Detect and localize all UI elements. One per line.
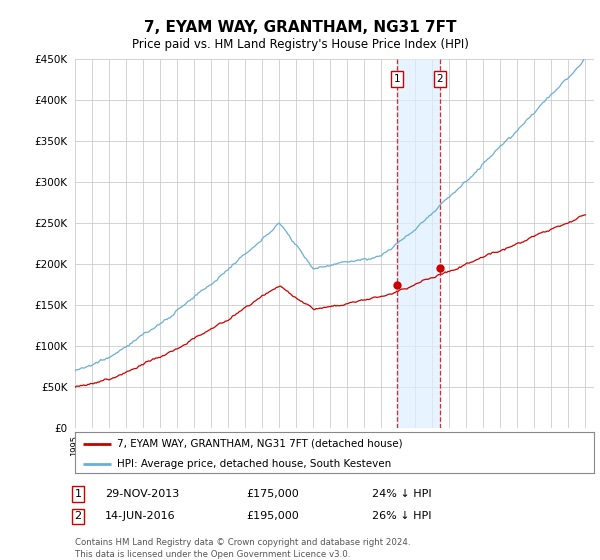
Text: £175,000: £175,000: [246, 489, 299, 499]
Text: 26% ↓ HPI: 26% ↓ HPI: [372, 511, 431, 521]
Text: 24% ↓ HPI: 24% ↓ HPI: [372, 489, 431, 499]
Text: £195,000: £195,000: [246, 511, 299, 521]
Bar: [397, 59, 440, 428]
Text: HPI: Average price, detached house, South Kesteven: HPI: Average price, detached house, Sout…: [116, 459, 391, 469]
Text: 7, EYAM WAY, GRANTHAM, NG31 7FT (detached house): 7, EYAM WAY, GRANTHAM, NG31 7FT (detache…: [116, 439, 402, 449]
Text: 1: 1: [74, 489, 82, 499]
Text: 2: 2: [437, 74, 443, 85]
Text: 2: 2: [74, 511, 82, 521]
Text: 7, EYAM WAY, GRANTHAM, NG31 7FT: 7, EYAM WAY, GRANTHAM, NG31 7FT: [144, 20, 456, 35]
Text: 14-JUN-2016: 14-JUN-2016: [105, 511, 176, 521]
Text: 29-NOV-2013: 29-NOV-2013: [105, 489, 179, 499]
Text: 1: 1: [394, 74, 400, 85]
Text: Contains HM Land Registry data © Crown copyright and database right 2024.
This d: Contains HM Land Registry data © Crown c…: [75, 538, 410, 559]
Text: Price paid vs. HM Land Registry's House Price Index (HPI): Price paid vs. HM Land Registry's House …: [131, 38, 469, 51]
